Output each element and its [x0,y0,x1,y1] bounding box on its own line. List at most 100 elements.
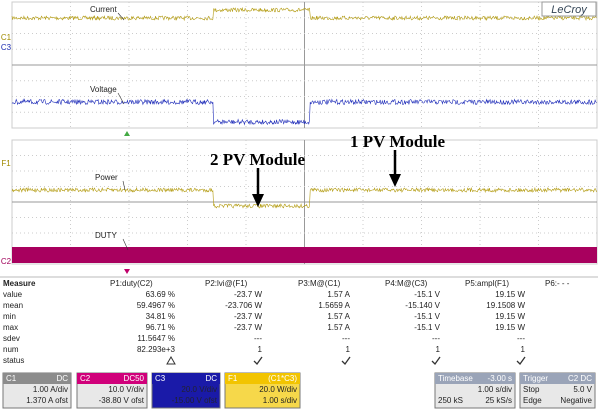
panel-samples: 250 kS [438,396,463,405]
channel-name: C1 [6,374,17,383]
panel-head [435,373,515,384]
channel-marker: F1 [1,159,11,168]
trace [11,6,597,22]
status-icon [166,355,176,365]
trace [11,98,597,126]
panel-rate: 25 kS/s [485,396,512,405]
table-cell: 19.15 W [495,312,525,321]
trigger-marker [124,269,130,274]
channel-offset: -38.80 V ofst [99,396,145,405]
table-cell: 1.57 A [327,312,350,321]
channel-scale: 10.0 V/div [108,385,144,394]
table-cell: -15.1 V [414,323,440,332]
channel-name: C3 [155,374,166,383]
table-cell: 1 [436,345,441,354]
channel-coupling: DC [205,374,217,383]
label-leader [122,180,126,191]
status-icon [341,356,351,366]
channel-coupling: (C1*C3) [268,374,297,383]
panel-head [520,373,595,384]
panel-source: C2 DC [568,374,592,383]
row-label: sdev [3,334,20,343]
panel-type: Edge [523,396,542,405]
status-icon [516,356,526,366]
table-cell: 59.4967 % [137,301,175,310]
table-cell: --- [254,334,262,343]
channel-marker: C3 [1,43,12,52]
table-cell: -23.706 W [225,301,262,310]
measure-table: Measure P1:duty(C2) P2:lvi@(F1) P3:M@(C1) P4… [3,279,570,365]
table-cell: 11.5647 % [137,334,175,343]
panel-title: Timebase [438,374,473,383]
panel-mode: Stop [523,385,540,394]
channel-marker: C1 [1,33,12,42]
label-leader [117,92,125,105]
panel-title: Trigger [523,374,548,383]
table-cell: -15.1 V [414,312,440,321]
trace-label: DUTY [95,231,117,240]
trace-label: Current [90,5,117,14]
trace [11,186,597,209]
arrow [252,168,264,207]
table-cell: 19.15 W [495,323,525,332]
annotation: 2 PV Module [210,150,306,169]
label-leader [122,238,129,251]
trigger-marker [124,131,130,136]
table-header: P2:lvi@(F1) [205,279,248,288]
table-header: P5:ampl(F1) [465,279,509,288]
table-cell: -23.7 W [234,290,262,299]
row-label: value [3,290,23,299]
row-label: min [3,312,16,321]
panel-level: 5.0 V [573,385,592,394]
table-header: Measure [3,279,36,288]
channel-offset: 1.370 A ofst [26,396,69,405]
label-leader [117,12,125,21]
table-cell: 1 [521,345,526,354]
table-cell: 1 [346,345,351,354]
trace-label: Power [95,173,118,182]
status-icon [431,356,441,366]
table-cell: -23.7 W [234,323,262,332]
table-cell: --- [342,334,350,343]
table-cell: 1.57 A [327,323,350,332]
table-cell: 1 [258,345,263,354]
table-header: P6:- - - [545,279,570,288]
table-header: P1:duty(C2) [110,279,153,288]
channel-offset: -15.00 V ofst [172,396,218,405]
table-cell: 63.69 % [146,290,175,299]
table-cell: -23.7 W [234,312,262,321]
channel-box-head [77,373,147,384]
channel-box-head [152,373,220,384]
trace-label: Voltage [90,85,117,94]
channel-box-head [3,373,71,384]
brand: LeCroy [551,4,588,16]
channel-name: C2 [80,374,91,383]
channel-scale: 1.00 A/div [33,385,68,394]
row-label: num [3,345,19,354]
table-header: P4:M@(C3) [385,279,428,288]
channel-coupling: DC [56,374,68,383]
channel-name: F1 [228,374,238,383]
panel-div: 1.00 s/div [478,385,512,394]
table-cell: 19.15 W [495,290,525,299]
table-cell: 19.1508 W [486,301,525,310]
table-cell: -15.1 V [414,290,440,299]
panel-delay: -3.00 s [488,374,512,383]
panel-slope: Negative [560,396,592,405]
row-label: max [3,323,18,332]
trace [12,247,597,263]
traces [11,6,597,263]
channel-offset: 1.00 s/div [263,396,297,405]
table-cell: 96.71 % [146,323,175,332]
table-cell: 1.5659 A [318,301,350,310]
table-cell: 34.81 % [146,312,175,321]
table-header: P3:M@(C1) [298,279,341,288]
table-cell: 1.57 A [327,290,350,299]
status-icon [253,356,263,366]
table-cell: --- [517,334,525,343]
channel-box-head [225,373,300,384]
channel-marker: C2 [1,257,12,266]
row-label: mean [3,301,23,310]
row-label: status [3,356,24,365]
